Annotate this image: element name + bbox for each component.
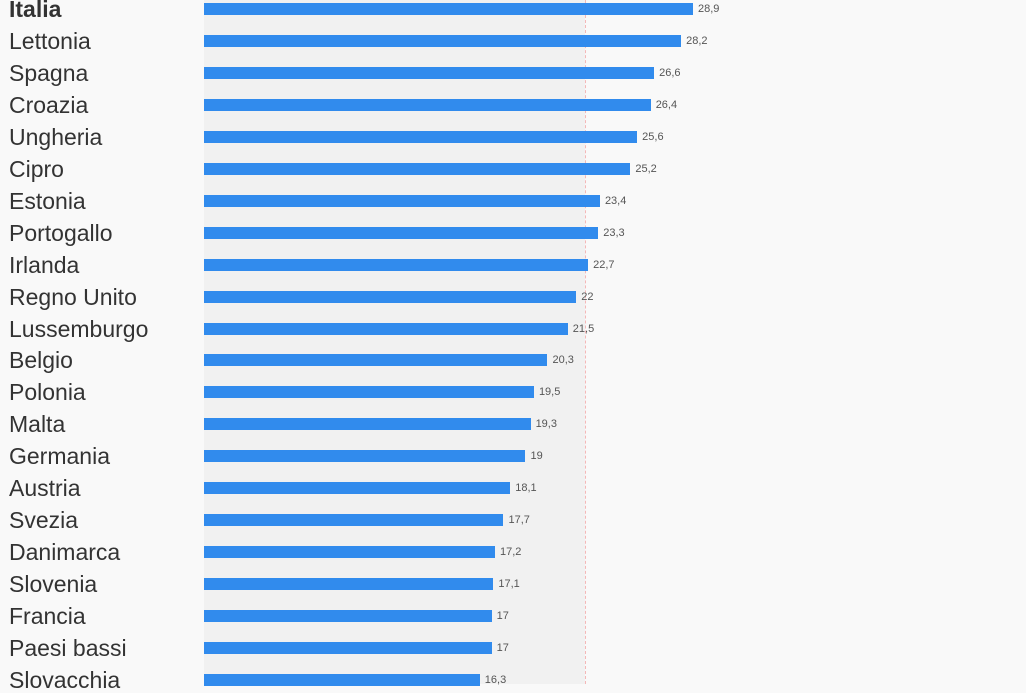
value-label: 18,1 <box>515 482 537 495</box>
bar <box>204 610 492 623</box>
bar <box>204 546 496 559</box>
value-label: 25,6 <box>642 130 664 143</box>
bar <box>204 194 600 207</box>
bar <box>204 482 511 495</box>
value-label: 21,5 <box>572 322 595 335</box>
category-label: Belgio <box>9 347 73 374</box>
bar <box>204 162 631 175</box>
bar <box>204 3 693 15</box>
category-label: Portogallo <box>9 219 113 246</box>
category-label: Germania <box>9 443 110 470</box>
category-label: Slovenia <box>9 571 98 598</box>
bar <box>204 226 599 239</box>
category-label: Polonia <box>9 379 86 406</box>
bar <box>204 418 531 431</box>
value-label: 23,3 <box>603 226 625 239</box>
bar <box>204 386 534 399</box>
category-label: Croazia <box>9 91 89 118</box>
bar <box>204 514 504 527</box>
reference-band <box>204 0 585 684</box>
value-label: 19 <box>530 450 543 463</box>
category-label: Austria <box>9 475 81 502</box>
bar <box>204 642 492 654</box>
value-label: 28,2 <box>686 34 708 47</box>
value-label: 17 <box>496 610 509 623</box>
category-label: Paesi bassi <box>9 635 127 661</box>
bar <box>204 290 577 303</box>
category-label: Danimarca <box>9 539 121 566</box>
value-label: 16,3 <box>484 673 507 686</box>
value-label: 17,7 <box>508 514 530 527</box>
value-label: 20,3 <box>552 354 574 367</box>
value-label: 22,7 <box>593 258 615 271</box>
category-label: Ungheria <box>9 123 103 150</box>
category-label: Slovacchia <box>9 666 121 693</box>
category-label: Francia <box>9 603 86 630</box>
reference-line <box>584 0 586 684</box>
category-label: Cipro <box>9 155 64 182</box>
bar <box>204 34 682 47</box>
value-label: 22 <box>581 290 594 303</box>
value-label: 26,6 <box>659 66 681 79</box>
category-label: Estonia <box>9 187 86 214</box>
value-label: 17,1 <box>498 578 520 591</box>
bar <box>204 258 589 271</box>
category-label: Lettonia <box>9 27 91 54</box>
bar <box>204 130 638 143</box>
value-label: 17,2 <box>500 546 522 559</box>
category-label: Lussemburgo <box>9 315 149 342</box>
value-label: 23,4 <box>604 194 627 207</box>
category-label: Irlanda <box>9 251 80 278</box>
value-label: 25,2 <box>635 162 657 175</box>
category-label: Spagna <box>9 59 89 86</box>
category-label: Regno Unito <box>9 283 137 310</box>
bar <box>204 673 480 686</box>
value-label: 17 <box>496 642 509 654</box>
category-label: Malta <box>9 411 66 438</box>
value-label: 19,3 <box>535 418 557 431</box>
category-label: Svezia <box>9 507 79 534</box>
bar <box>204 322 568 335</box>
bar <box>204 66 655 79</box>
category-label: Italia <box>9 0 62 22</box>
value-label: 28,9 <box>698 3 720 15</box>
bar <box>204 98 651 111</box>
bar <box>204 578 494 591</box>
bar <box>204 450 526 463</box>
value-label: 26,4 <box>655 98 678 111</box>
value-label: 19,5 <box>538 386 561 399</box>
bar <box>204 354 548 367</box>
